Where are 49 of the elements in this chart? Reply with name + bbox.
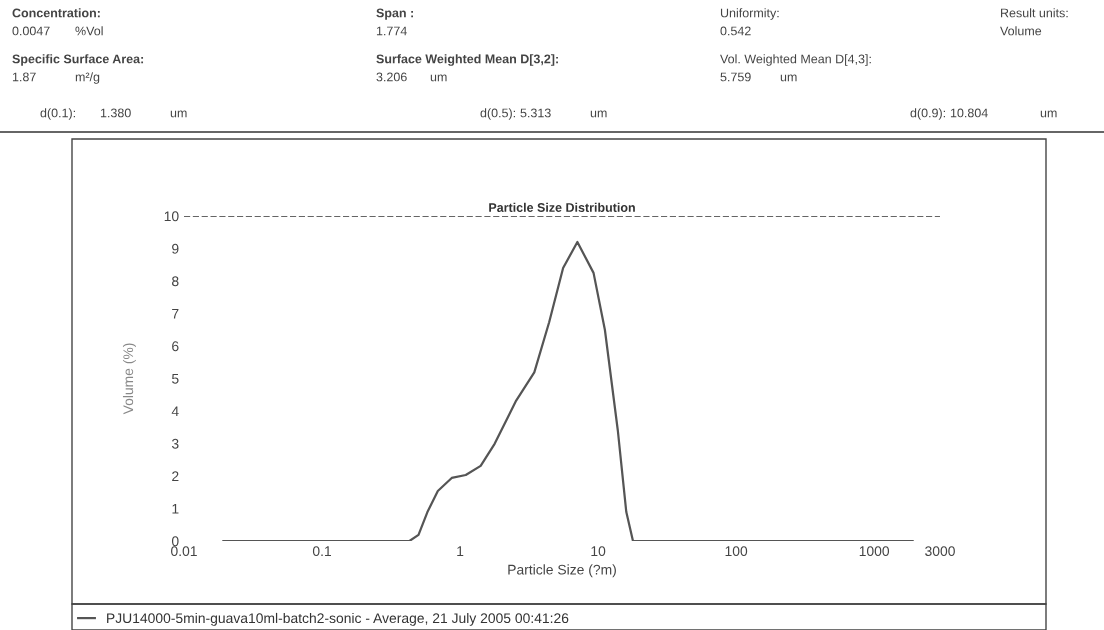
legend-label: PJU14000-5min-guava10ml-batch2-sonic - Average, 21 July 2005 00:41:26 (107, 612, 569, 626)
text: um (1040, 110, 1057, 118)
text: Surface Weighted Mean D[3,2]: (376, 54, 558, 66)
text: Uniformity: (720, 8, 779, 20)
text: Vol. Weighted Mean D[4,3]: (720, 54, 871, 66)
x-tick-label: 10 (591, 546, 606, 557)
y-tick-label: 3 (171, 438, 179, 449)
text: d(0.1): (40, 108, 75, 120)
text: Span : (376, 8, 413, 20)
x-tick-label: 0.1 (312, 546, 332, 557)
text: 10.804 (950, 108, 988, 118)
text: Volume (1000, 26, 1042, 36)
text: d(0.9): (910, 108, 945, 120)
y-tick-label: 5 (171, 373, 179, 384)
text: 5.759 (720, 72, 751, 82)
text: 0.542 (720, 26, 751, 36)
y-tick-label: 0 (171, 536, 179, 547)
y-axis-title: Volume (%) (122, 343, 136, 415)
text: um (170, 110, 187, 118)
x-tick-label: 100 (725, 546, 748, 557)
y-tick-label: 7 (172, 308, 179, 319)
y-tick-label: 6 (172, 341, 179, 352)
text: Concentration: (12, 8, 100, 18)
y-tick-label: 10 (164, 211, 179, 222)
chart-title: Particle Size Distribution (489, 202, 635, 212)
x-tick-label: 0.01 (171, 546, 197, 557)
y-tick-label: 9 (172, 243, 179, 254)
y-tick-label: 2 (172, 471, 179, 482)
x-axis-title: Particle Size (?m) (508, 564, 616, 578)
text: m²/g (75, 72, 100, 84)
text: 3.206 (376, 72, 407, 82)
y-tick-label: 8 (172, 276, 179, 287)
y-tick-label: 1 (172, 503, 179, 514)
text: 0.0047 (12, 26, 50, 36)
text: 1.87 (12, 72, 36, 82)
y-tick-label: 4 (171, 406, 179, 417)
text: %Vol (75, 26, 103, 36)
x-tick-label: 1 (457, 546, 464, 556)
text: 1.774 (376, 26, 407, 36)
x-tick-label: 3000 (925, 546, 955, 557)
text: 5.313 (520, 108, 551, 118)
text: d(0.5): (480, 108, 515, 120)
text: Result units: (1001, 8, 1068, 18)
text: um (780, 74, 797, 82)
text: 1.380 (100, 108, 131, 118)
text: um (590, 110, 607, 118)
x-tick-label: 1000 (859, 546, 890, 557)
text: Specific Surface Area: (12, 54, 144, 66)
text: um (430, 74, 447, 82)
